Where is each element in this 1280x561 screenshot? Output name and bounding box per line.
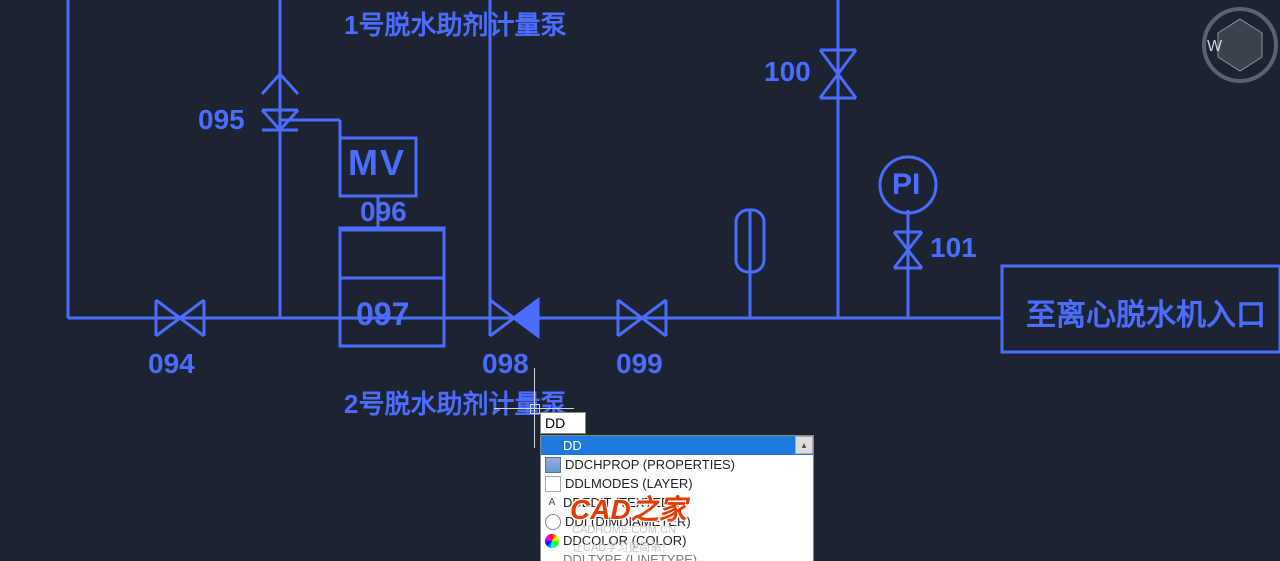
dimdiameter-icon xyxy=(545,514,561,530)
scroll-up-button[interactable]: ▴ xyxy=(795,436,813,454)
cmd-item-label: DDCHPROP (PROPERTIES) xyxy=(565,457,735,472)
lbl-mv: MV xyxy=(348,142,406,184)
cmd-item[interactable]: DDI (DIMDIAMETER) xyxy=(541,512,813,531)
lbl-097: 097 xyxy=(356,296,409,333)
lbl-098: 098 xyxy=(482,348,529,380)
command-input[interactable] xyxy=(540,412,586,434)
viewcube[interactable]: W xyxy=(1200,5,1280,85)
cmd-item-label: DD xyxy=(563,438,582,453)
cmd-icon xyxy=(545,439,559,453)
color-icon xyxy=(545,534,559,548)
cmd-item[interactable]: DDCOLOR (COLOR) xyxy=(541,531,813,550)
crosshair-pickbox xyxy=(530,404,540,414)
title-top: 1号脱水助剂计量泵 xyxy=(344,5,566,42)
textedit-icon: A xyxy=(545,496,559,510)
vessel xyxy=(736,210,764,318)
cmd-item[interactable]: A DDEDIT (TEXTEDIT) xyxy=(541,493,813,512)
lbl-094: 094 xyxy=(148,348,195,380)
lbl-096: 096 xyxy=(360,196,407,228)
cmd-item-label: DDLTYPE (LINETYPE) xyxy=(563,552,697,561)
cmd-item-label: DDCOLOR (COLOR) xyxy=(563,533,687,548)
linetype-icon xyxy=(545,553,559,561)
cmd-item-label: DDEDIT (TEXTEDIT) xyxy=(563,495,686,510)
layer-icon xyxy=(545,476,561,492)
cmd-item[interactable]: DD xyxy=(541,436,813,455)
viewcube-west-label: W xyxy=(1207,38,1223,55)
lbl-095: 095 xyxy=(198,104,245,136)
properties-icon xyxy=(545,457,561,473)
lbl-pi: PI xyxy=(892,168,920,202)
cmd-item[interactable]: DDCHPROP (PROPERTIES) xyxy=(541,455,813,474)
lbl-outlet: 至离心脱水机入口 xyxy=(1012,290,1280,334)
command-input-wrap: ▴ DD DDCHPROP (PROPERTIES) DDLMODES (LAY… xyxy=(540,412,814,561)
cmd-item-label: DDI (DIMDIAMETER) xyxy=(565,514,691,529)
cmd-item[interactable]: DDLTYPE (LINETYPE) xyxy=(541,550,813,561)
command-autocomplete-list[interactable]: ▴ DD DDCHPROP (PROPERTIES) DDLMODES (LAY… xyxy=(540,435,814,561)
lbl-100: 100 xyxy=(764,56,811,88)
lbl-099: 099 xyxy=(616,348,663,380)
cmd-item-label: DDLMODES (LAYER) xyxy=(565,476,693,491)
lbl-101: 101 xyxy=(930,232,977,264)
cmd-item[interactable]: DDLMODES (LAYER) xyxy=(541,474,813,493)
